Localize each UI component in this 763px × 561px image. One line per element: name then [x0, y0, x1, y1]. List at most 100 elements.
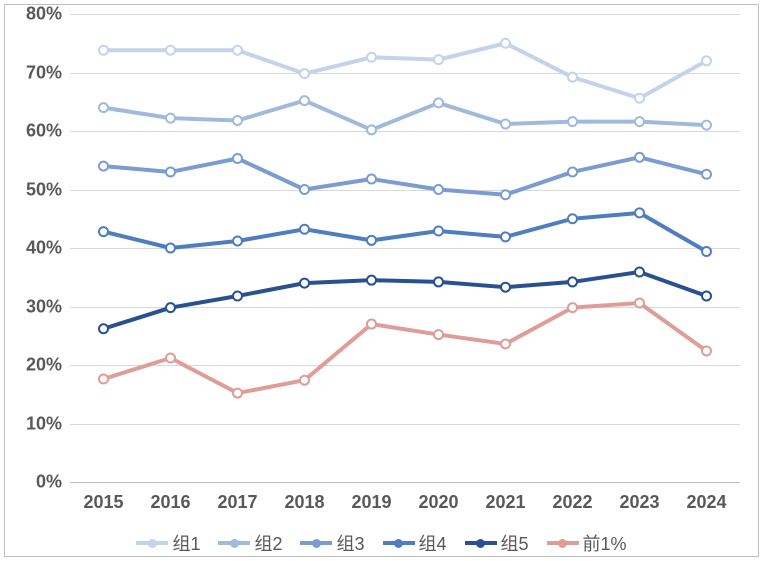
x-tick-label: 2015 — [83, 482, 123, 513]
legend-label: 组2 — [254, 530, 282, 556]
legend: 组1 组2 组3 组4 组5 前1% — [0, 530, 763, 556]
series-marker-s6 — [233, 389, 242, 398]
series-marker-s2 — [300, 96, 309, 105]
series-marker-s2 — [166, 114, 175, 123]
series-marker-s1 — [300, 69, 309, 78]
legend-item-s1: 组1 — [136, 530, 200, 556]
x-tick-label: 2023 — [619, 482, 659, 513]
legend-item-s6: 前1% — [547, 530, 627, 556]
x-tick-label: 2018 — [284, 482, 324, 513]
series-marker-s2 — [99, 103, 108, 112]
y-tick-label: 60% — [26, 121, 70, 142]
y-tick-label: 80% — [26, 4, 70, 25]
series-marker-s1 — [99, 46, 108, 55]
series-marker-s4 — [233, 236, 242, 245]
legend-item-s5: 组5 — [465, 530, 529, 556]
series-marker-s6 — [635, 298, 644, 307]
series-marker-s3 — [99, 162, 108, 171]
legend-marker-icon — [558, 539, 567, 548]
y-tick-label: 30% — [26, 296, 70, 317]
series-line-s4 — [104, 213, 707, 252]
legend-swatch — [300, 539, 332, 548]
y-tick-label: 70% — [26, 62, 70, 83]
y-tick-label: 50% — [26, 179, 70, 200]
series-marker-s4 — [635, 208, 644, 217]
series-marker-s1 — [233, 46, 242, 55]
series-marker-s3 — [300, 185, 309, 194]
series-marker-s4 — [99, 227, 108, 236]
legend-label: 组1 — [172, 530, 200, 556]
y-tick-label: 20% — [26, 355, 70, 376]
series-marker-s1 — [702, 56, 711, 65]
legend-marker-icon — [148, 539, 157, 548]
y-tick-label: 40% — [26, 238, 70, 259]
series-marker-s2 — [434, 98, 443, 107]
x-tick-label: 2020 — [418, 482, 458, 513]
series-marker-s6 — [367, 320, 376, 329]
series-line-s3 — [104, 157, 707, 194]
series-line-s1 — [104, 43, 707, 98]
series-marker-s5 — [702, 291, 711, 300]
series-marker-s5 — [233, 291, 242, 300]
series-marker-s3 — [166, 167, 175, 176]
series-marker-s1 — [635, 94, 644, 103]
legend-label: 组4 — [419, 530, 447, 556]
series-marker-s5 — [635, 267, 644, 276]
legend-swatch — [465, 539, 497, 548]
series-marker-s6 — [99, 375, 108, 384]
series-marker-s5 — [501, 283, 510, 292]
legend-item-s2: 组2 — [218, 530, 282, 556]
x-tick-label: 2024 — [686, 482, 726, 513]
series-marker-s2 — [568, 117, 577, 126]
y-tick-label: 0% — [36, 472, 70, 493]
x-tick-label: 2016 — [150, 482, 190, 513]
series-marker-s3 — [434, 185, 443, 194]
y-tick-label: 10% — [26, 413, 70, 434]
series-marker-s4 — [300, 225, 309, 234]
chart-container: 0% 10% 20% 30% 40% 50% 60% 70% 80% 2015 2016 2017 20… — [0, 0, 763, 561]
series-marker-s2 — [367, 125, 376, 134]
legend-marker-icon — [312, 539, 321, 548]
series-marker-s6 — [166, 353, 175, 362]
series-line-s2 — [104, 101, 707, 130]
legend-swatch — [218, 539, 250, 548]
legend-label: 前1% — [583, 530, 627, 556]
legend-marker-icon — [230, 539, 239, 548]
series-marker-s4 — [434, 227, 443, 236]
series-marker-s1 — [367, 53, 376, 62]
series-marker-s5 — [568, 277, 577, 286]
series-marker-s6 — [568, 303, 577, 312]
series-marker-s3 — [702, 170, 711, 179]
series-marker-s3 — [233, 154, 242, 163]
legend-marker-icon — [476, 539, 485, 548]
legend-item-s3: 组3 — [300, 530, 364, 556]
x-tick-label: 2019 — [351, 482, 391, 513]
legend-label: 组3 — [336, 530, 364, 556]
series-marker-s5 — [367, 276, 376, 285]
series-marker-s1 — [166, 46, 175, 55]
legend-marker-icon — [394, 539, 403, 548]
series-marker-s4 — [702, 247, 711, 256]
series-marker-s1 — [434, 55, 443, 64]
series-marker-s3 — [568, 167, 577, 176]
series-svg — [70, 14, 740, 482]
legend-item-s4: 组4 — [383, 530, 447, 556]
series-marker-s4 — [501, 232, 510, 241]
legend-swatch — [383, 539, 415, 548]
series-marker-s6 — [501, 339, 510, 348]
series-marker-s2 — [233, 116, 242, 125]
series-line-s5 — [104, 272, 707, 329]
series-marker-s4 — [166, 244, 175, 253]
x-tick-label: 2017 — [217, 482, 257, 513]
x-tick-label: 2022 — [552, 482, 592, 513]
series-marker-s1 — [501, 39, 510, 48]
series-marker-s3 — [367, 174, 376, 183]
series-marker-s6 — [300, 376, 309, 385]
legend-label: 组5 — [501, 530, 529, 556]
legend-swatch — [136, 539, 168, 548]
series-marker-s6 — [434, 330, 443, 339]
series-marker-s2 — [501, 119, 510, 128]
legend-swatch — [547, 539, 579, 548]
plot-area: 0%10%20%30%40%50%60%70%80%20152016201720… — [70, 14, 740, 482]
series-marker-s4 — [367, 236, 376, 245]
